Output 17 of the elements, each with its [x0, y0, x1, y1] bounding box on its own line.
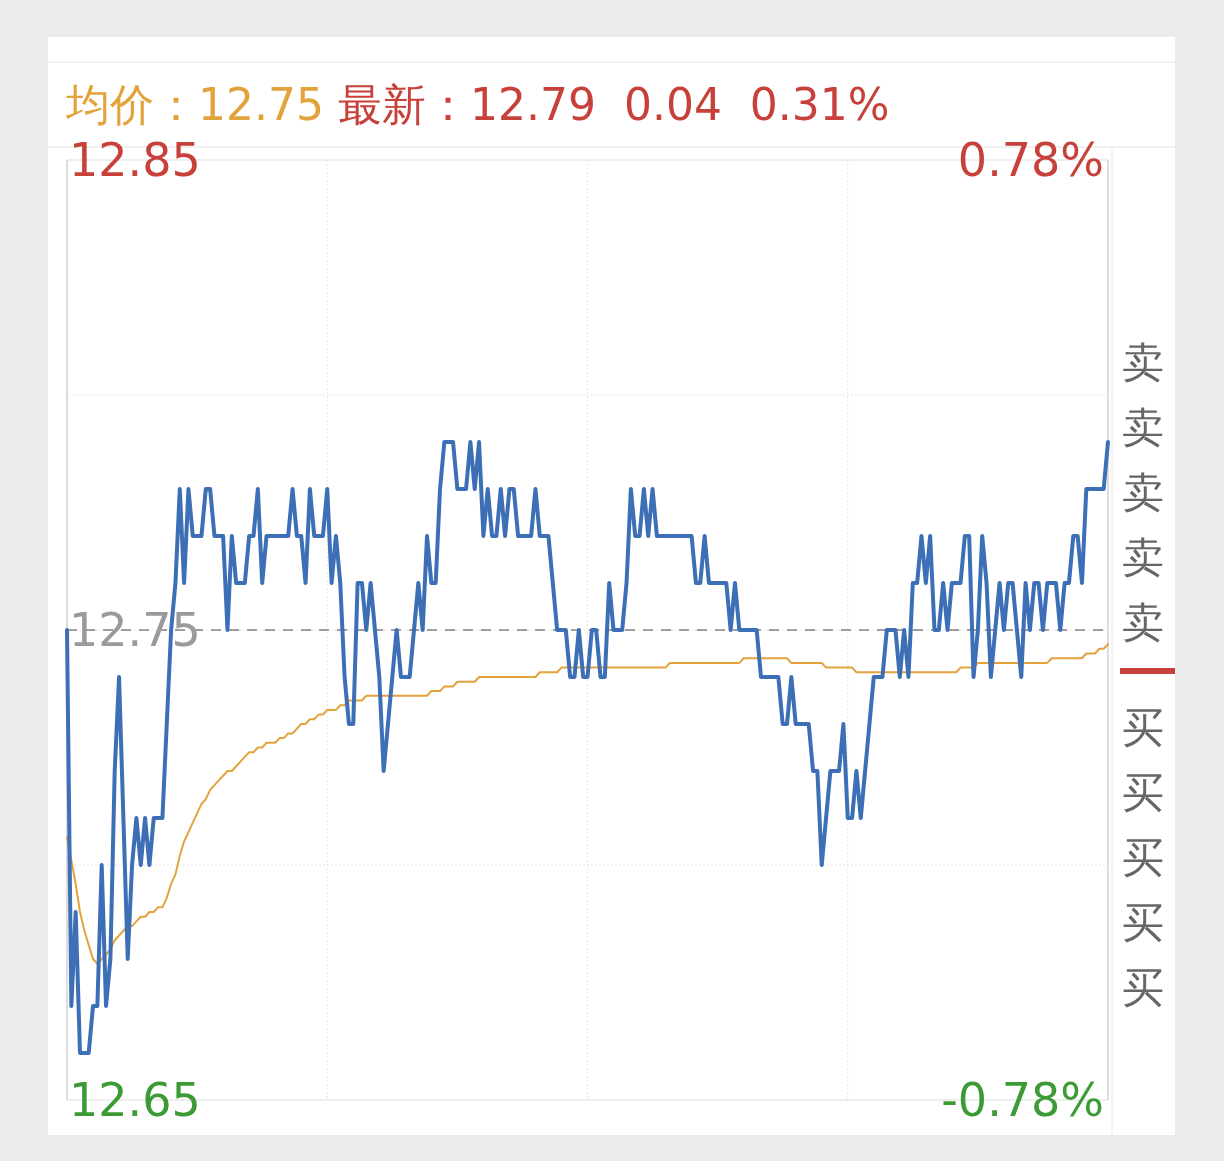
text: 卖 [1122, 597, 1164, 647]
chart-subtitle: 最新：12.79 0.04 0.31% [337, 79, 890, 130]
text: 买 [1122, 767, 1164, 817]
text: 卖 [1122, 467, 1164, 517]
text: 卖 [1122, 402, 1164, 452]
text: 卖 [1122, 337, 1164, 387]
text: 卖 [1122, 532, 1164, 582]
line-series [65, 440, 1110, 1055]
chart-title: 均价：12.75 [65, 79, 324, 130]
y2-tick-label: -0.78% [941, 1073, 1104, 1127]
y2-tick-label: 0.78% [957, 133, 1104, 187]
text: 买 [1122, 962, 1164, 1012]
y-tick-label: 12.65 [69, 1073, 201, 1127]
text: 买 [1122, 897, 1164, 947]
text: 买 [1122, 832, 1164, 882]
text: 买 [1122, 702, 1164, 752]
y-tick-label: 12.85 [69, 133, 201, 187]
